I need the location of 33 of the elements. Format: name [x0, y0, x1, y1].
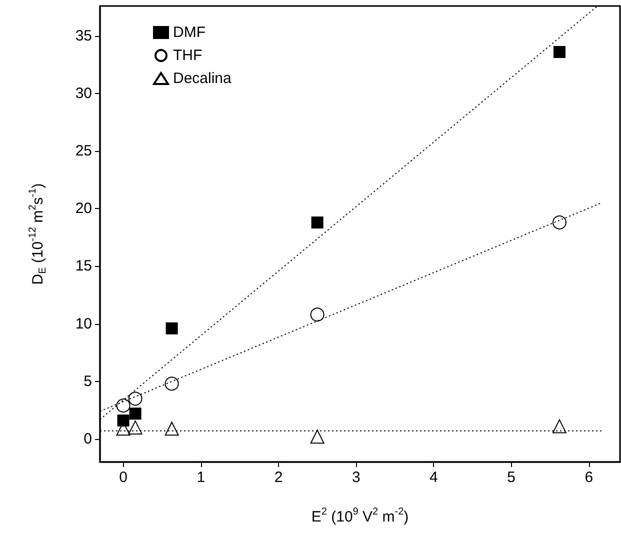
x-tick-label: 2 [274, 469, 283, 486]
point [311, 216, 324, 228]
y-tick-label: 0 [84, 430, 92, 448]
y-tick-label: 30 [75, 85, 92, 102]
point [552, 419, 566, 434]
point [164, 422, 179, 436]
point [166, 322, 178, 334]
point [129, 408, 142, 420]
x-tick-label: 3 [352, 469, 360, 486]
y-tick-label: 35 [75, 27, 92, 44]
y-tick-label: 15 [75, 258, 92, 275]
point [310, 308, 324, 322]
y-tick-label: 10 [75, 315, 92, 332]
point [552, 215, 566, 230]
point [310, 430, 324, 444]
legend-label: DMF [173, 24, 206, 41]
x-tick-label: 4 [430, 469, 438, 486]
point [553, 46, 566, 58]
y-tick-label: 20 [75, 200, 92, 218]
point [164, 376, 179, 391]
x-tick-label: 6 [584, 469, 594, 486]
point [117, 414, 130, 427]
x-tick-label: 0 [119, 469, 128, 486]
y-tick-label: 25 [75, 142, 92, 160]
point [128, 392, 142, 406]
x-tick-label: 1 [196, 469, 206, 486]
legend-label: THF [173, 47, 202, 64]
point [116, 398, 130, 413]
legend-label: Decalina [173, 70, 232, 87]
x-tick-label: 5 [507, 469, 516, 486]
text: DE (10-12 m2s-1) [28, 183, 48, 285]
y-tick-label: 5 [84, 372, 92, 390]
point [128, 420, 142, 434]
